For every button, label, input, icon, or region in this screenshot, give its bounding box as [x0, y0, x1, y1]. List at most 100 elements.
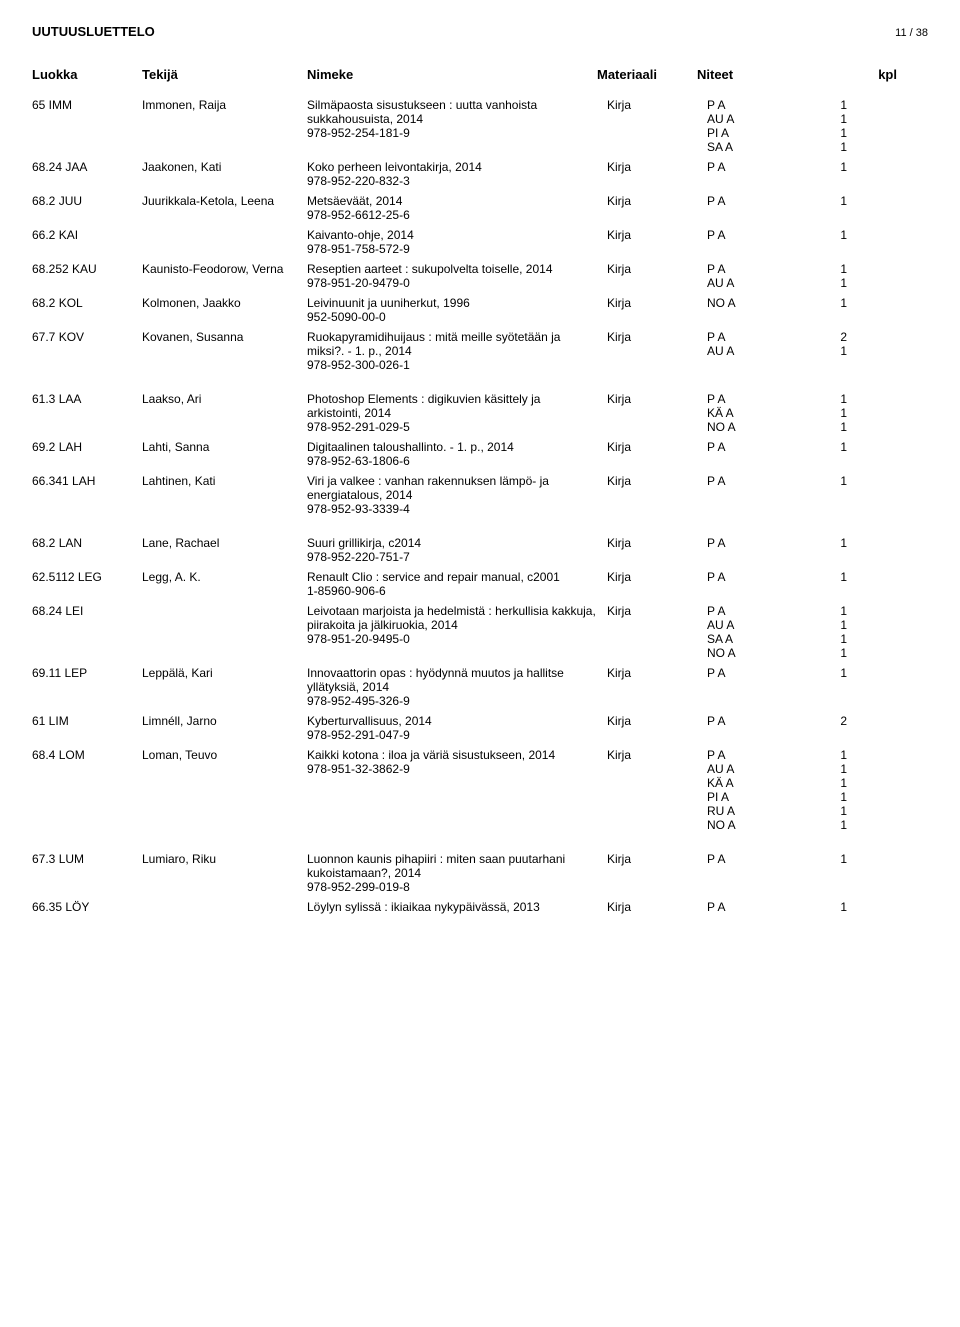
niteet-code: P A — [707, 98, 725, 112]
entry-nimeke: Leivotaan marjoista ja hedelmistä : herk… — [307, 604, 607, 646]
entry-tekija: Lumiaro, Riku — [142, 852, 307, 866]
niteet-code: P A — [707, 604, 725, 618]
entry-materiaali: Kirja — [607, 262, 707, 276]
entry-nimeke: Innovaattorin opas : hyödynnä muutos ja … — [307, 666, 607, 708]
entry-materiaali: Kirja — [607, 852, 707, 866]
catalog-entry: 68.2 LANLane, RachaelSuuri grillikirja, … — [32, 536, 928, 564]
catalog-entry: 69.11 LEPLeppälä, KariInnovaattorin opas… — [32, 666, 928, 708]
niteet-line: NO A1 — [707, 296, 867, 310]
niteet-kpl: 1 — [840, 536, 847, 550]
niteet-line: P A 1 — [707, 604, 867, 618]
entry-nimeke: Photoshop Elements : digikuvien käsittel… — [307, 392, 607, 434]
niteet-code: P A — [707, 474, 725, 488]
entry-niteet: P A 1 — [707, 474, 867, 488]
niteet-code: P A — [707, 666, 725, 680]
niteet-code: PI A — [707, 790, 729, 804]
entry-materiaali: Kirja — [607, 748, 707, 762]
niteet-line: P A 1 — [707, 474, 867, 488]
catalog-entry: 68.4 LOMLoman, TeuvoKaikki kotona : iloa… — [32, 748, 928, 832]
niteet-code: P A — [707, 536, 725, 550]
niteet-kpl: 1 — [840, 748, 847, 762]
entry-tekija: Lahti, Sanna — [142, 440, 307, 454]
entry-tekija: Lane, Rachael — [142, 536, 307, 550]
column-headers: Luokka Tekijä Nimeke Materiaali Niteet k… — [32, 67, 928, 82]
niteet-code: P A — [707, 748, 725, 762]
entry-niteet: P A1 — [707, 228, 867, 242]
niteet-code: NO A — [707, 646, 736, 660]
entry-niteet: P A1 — [707, 852, 867, 866]
entry-group: 61.3 LAALaakso, AriPhotoshop Elements : … — [32, 392, 928, 516]
catalog-entry: 67.3 LUMLumiaro, RikuLuonnon kaunis piha… — [32, 852, 928, 894]
entry-nimeke: Renault Clio : service and repair manual… — [307, 570, 607, 598]
entry-tekija: Loman, Teuvo — [142, 748, 307, 762]
niteet-line: P A 1 — [707, 536, 867, 550]
niteet-line: P A 2 — [707, 330, 867, 344]
niteet-code: KÄ A — [707, 776, 734, 790]
niteet-line: AU A1 — [707, 344, 867, 358]
document-header: UUTUUSLUETTELO 11 / 38 — [32, 24, 928, 39]
niteet-kpl: 1 — [840, 420, 847, 434]
niteet-kpl: 1 — [840, 818, 847, 832]
niteet-code: P A — [707, 262, 725, 276]
entry-tekija: Lahtinen, Kati — [142, 474, 307, 488]
niteet-kpl: 1 — [840, 392, 847, 406]
entry-tekija: Laakso, Ari — [142, 392, 307, 406]
entry-luokka: 67.7 KOV — [32, 330, 142, 344]
entry-tekija: Legg, A. K. — [142, 570, 307, 584]
niteet-kpl: 1 — [840, 474, 847, 488]
niteet-line: NO A1 — [707, 818, 867, 832]
entry-niteet: P A1AU A1KÄ A1PI A1RU A1NO A1 — [707, 748, 867, 832]
entry-niteet: P A 1 — [707, 536, 867, 550]
niteet-code: SA A — [707, 632, 733, 646]
niteet-kpl: 1 — [840, 262, 847, 276]
niteet-kpl: 1 — [840, 604, 847, 618]
niteet-code: P A — [707, 330, 725, 344]
entry-nimeke: Kyberturvallisuus, 2014 978-952-291-047-… — [307, 714, 607, 742]
entry-luokka: 66.35 LÖY — [32, 900, 142, 914]
entry-tekija: Immonen, Raija — [142, 98, 307, 112]
entry-luokka: 66.341 LAH — [32, 474, 142, 488]
entry-materiaali: Kirja — [607, 296, 707, 310]
document-title: UUTUUSLUETTELO — [32, 24, 155, 39]
entry-materiaali: Kirja — [607, 570, 707, 584]
entry-luokka: 66.2 KAI — [32, 228, 142, 242]
catalog-entry: 68.2 KOLKolmonen, JaakkoLeivinuunit ja u… — [32, 296, 928, 324]
entry-materiaali: Kirja — [607, 194, 707, 208]
niteet-kpl: 2 — [840, 330, 847, 344]
entry-luokka: 69.11 LEP — [32, 666, 142, 680]
niteet-code: P A — [707, 228, 725, 242]
niteet-line: KÄ A1 — [707, 406, 867, 420]
entry-nimeke: Ruokapyramidihuijaus : mitä meille syöte… — [307, 330, 607, 372]
entry-materiaali: Kirja — [607, 474, 707, 488]
niteet-kpl: 1 — [840, 160, 847, 174]
niteet-kpl: 1 — [840, 140, 847, 154]
catalog-entry: 62.5112 LEGLegg, A. K.Renault Clio : ser… — [32, 570, 928, 598]
entry-tekija: Kolmonen, Jaakko — [142, 296, 307, 310]
entry-tekija: Jaakonen, Kati — [142, 160, 307, 174]
niteet-kpl: 1 — [840, 296, 847, 310]
niteet-line: P A1 — [707, 900, 867, 914]
catalog-entry: 61 LIMLimnéll, JarnoKyberturvallisuus, 2… — [32, 714, 928, 742]
entry-luokka: 67.3 LUM — [32, 852, 142, 866]
niteet-kpl: 1 — [840, 646, 847, 660]
page-number: 11 / 38 — [895, 27, 928, 39]
entry-materiaali: Kirja — [607, 440, 707, 454]
entry-materiaali: Kirja — [607, 98, 707, 112]
entry-luokka: 68.24 LEI — [32, 604, 142, 618]
niteet-line: SA A 1 — [707, 140, 867, 154]
catalog-body: 65 IMMImmonen, RaijaSilmäpaosta sisustuk… — [32, 98, 928, 914]
entry-nimeke: Kaikki kotona : iloa ja väriä sisustukse… — [307, 748, 607, 776]
niteet-code: SA A — [707, 140, 733, 154]
catalog-entry: 65 IMMImmonen, RaijaSilmäpaosta sisustuk… — [32, 98, 928, 154]
niteet-kpl: 1 — [840, 618, 847, 632]
entry-materiaali: Kirja — [607, 160, 707, 174]
entry-tekija: Kovanen, Susanna — [142, 330, 307, 344]
entry-nimeke: Reseptien aarteet : sukupolvelta toisell… — [307, 262, 607, 290]
entry-nimeke: Silmäpaosta sisustukseen : uutta vanhois… — [307, 98, 607, 140]
entry-materiaali: Kirja — [607, 604, 707, 618]
entry-niteet: P A1 — [707, 194, 867, 208]
entry-nimeke: Kaivanto-ohje, 2014 978-951-758-572-9 — [307, 228, 607, 256]
niteet-kpl: 1 — [840, 804, 847, 818]
entry-niteet: P A1KÄ A1NO A1 — [707, 392, 867, 434]
entry-niteet: P A1 — [707, 666, 867, 680]
